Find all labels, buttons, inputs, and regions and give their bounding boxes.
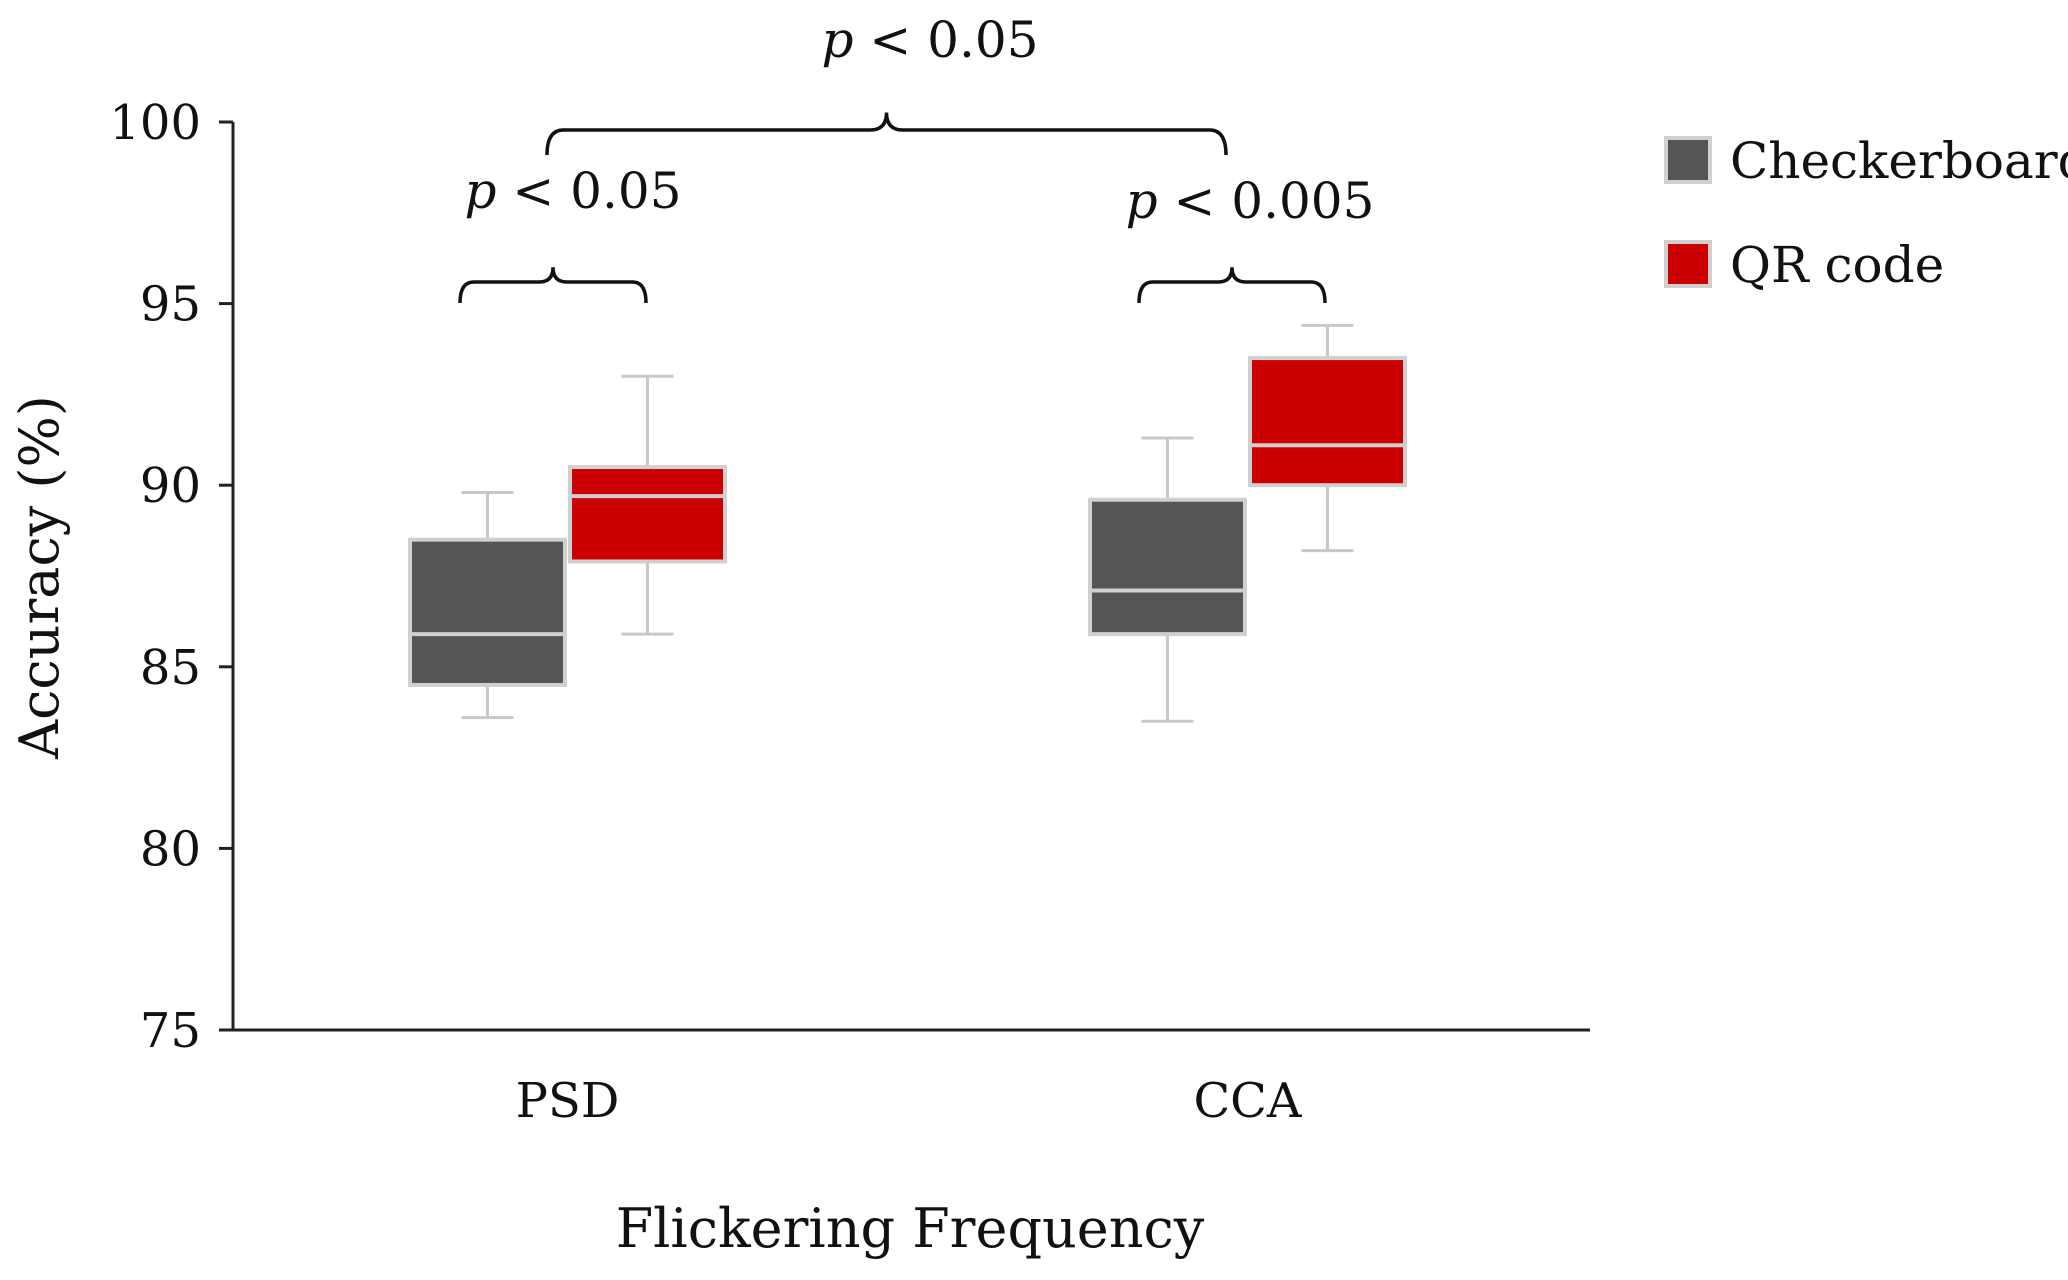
y-ticks: 75 80 85 90 95 100 xyxy=(109,95,233,1059)
x-axis-label: Flickering Frequency xyxy=(616,1197,1205,1260)
p-threshold: < 0.05 xyxy=(497,162,682,220)
axes xyxy=(231,122,1590,1032)
brace-top xyxy=(545,112,1228,156)
brace-cca xyxy=(1137,267,1327,304)
legend-label: Checkerboard xyxy=(1730,132,2068,190)
iqr-box xyxy=(408,537,567,687)
x-categories: PSD CCA xyxy=(516,1073,1303,1129)
legend-swatch xyxy=(1664,240,1712,288)
legend-label: QR code xyxy=(1730,236,1944,294)
box-checkerboard-psd xyxy=(408,490,567,720)
legend: Checkerboard QR code xyxy=(1664,132,2068,294)
p-value-label: p < 0.05 xyxy=(464,162,681,220)
p-threshold: < 0.05 xyxy=(854,11,1039,69)
x-category-label: CCA xyxy=(1193,1073,1302,1129)
y-tick-label: 95 xyxy=(140,277,201,333)
p-threshold: < 0.005 xyxy=(1158,172,1375,230)
p-symbol: p xyxy=(1126,172,1158,230)
p-value-label: p < 0.005 xyxy=(1126,172,1375,230)
iqr-box xyxy=(568,465,727,564)
legend-swatch xyxy=(1664,136,1712,184)
box-qr-code-psd xyxy=(568,374,727,636)
box-checkerboard-cca xyxy=(1088,436,1247,723)
y-tick-label: 90 xyxy=(140,458,201,514)
p-value-label: p < 0.05 xyxy=(821,11,1038,69)
brace-psd xyxy=(458,267,648,304)
p-symbol: p xyxy=(821,11,853,69)
y-tick-label: 75 xyxy=(140,1003,201,1059)
box-qr-code-cca xyxy=(1248,323,1407,553)
y-tick-label: 100 xyxy=(109,95,201,151)
p-symbol: p xyxy=(464,162,496,220)
y-tick-label: 80 xyxy=(140,821,201,877)
boxes xyxy=(408,323,1407,723)
iqr-box xyxy=(1248,356,1407,488)
y-tick-label: 85 xyxy=(140,640,201,696)
y-axis-label: Accuracy (%) xyxy=(8,395,71,760)
iqr-box xyxy=(1088,497,1247,637)
x-category-label: PSD xyxy=(516,1073,620,1129)
